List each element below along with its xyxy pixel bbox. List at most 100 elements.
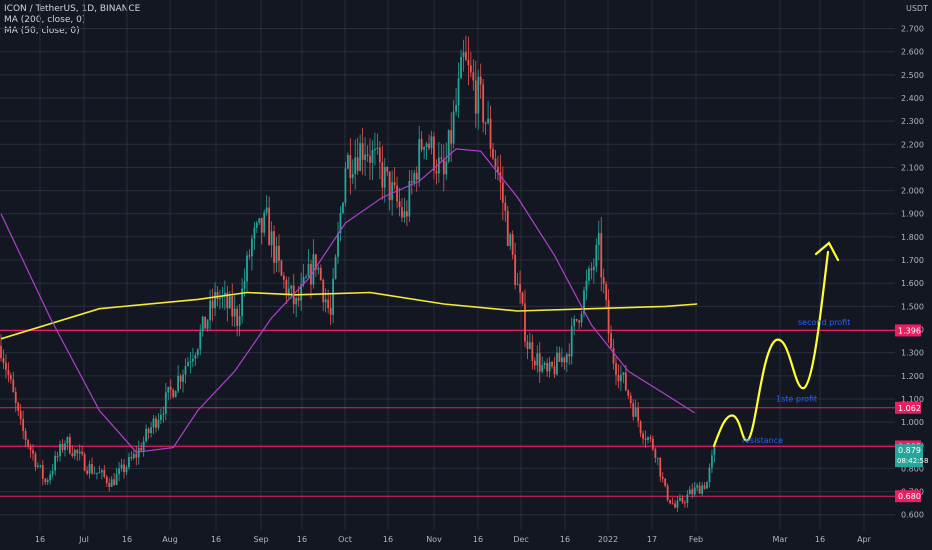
- candle-body: [174, 391, 177, 398]
- candle-body: [403, 211, 406, 218]
- candle-body: [73, 449, 76, 457]
- candle-body: [76, 449, 79, 454]
- candle-body: [597, 233, 600, 245]
- legend-ma50[interactable]: MA (50, close, 0): [4, 26, 80, 36]
- candle-body: [418, 139, 421, 180]
- candle-body: [246, 255, 248, 282]
- time-axis[interactable]: 16 Jul 16 Aug 16 Sep 16 Oct 16 Nov 16 Dec 16 2022 17 Fe…: [0, 530, 932, 550]
- x-tick-label: 16: [211, 535, 221, 544]
- candle-body: [238, 316, 241, 326]
- y-tick-label: 2.300: [901, 117, 924, 126]
- candle-body: [270, 231, 273, 246]
- price-axis[interactable]: USDT0.6000.7000.8000.9001.0001.1001.2001…: [895, 0, 932, 550]
- candle-body: [627, 390, 630, 396]
- candle-body: [223, 292, 226, 296]
- candle-body: [558, 352, 561, 362]
- candle-body: [450, 130, 453, 144]
- candle-body: [479, 76, 482, 85]
- candle-body: [553, 366, 556, 375]
- candle-body: [541, 365, 544, 372]
- candle-body: [78, 451, 81, 454]
- candle-body: [654, 449, 657, 458]
- y-tick-label: 2.500: [901, 71, 924, 80]
- candle-body: [169, 386, 172, 390]
- candle-body: [120, 464, 123, 469]
- candle-body: [211, 300, 214, 309]
- candle-body: [359, 143, 362, 171]
- candle-body: [423, 147, 426, 150]
- candle-body: [319, 267, 322, 280]
- candle-body: [371, 150, 374, 163]
- level-tag: [895, 401, 921, 414]
- candle-body: [388, 171, 391, 201]
- candle-body: [196, 349, 199, 356]
- candle-body: [573, 318, 576, 327]
- candle-body: [686, 494, 689, 503]
- candle-body: [88, 464, 91, 474]
- candle-body: [297, 297, 300, 301]
- candle-body: [142, 441, 145, 451]
- candle-body: [669, 499, 672, 504]
- candle-body: [366, 154, 369, 156]
- candle-body: [563, 357, 566, 363]
- candle-body: [172, 389, 175, 398]
- candle-body: [56, 455, 59, 457]
- candle-body: [696, 485, 699, 488]
- candle-body: [482, 84, 485, 123]
- candle-body: [536, 353, 539, 366]
- candle-body: [529, 342, 531, 349]
- candle-body: [595, 244, 598, 267]
- candle-body: [701, 485, 703, 494]
- candle-body: [167, 386, 170, 393]
- candle-body: [194, 355, 197, 359]
- y-tick-label: 1.300: [901, 349, 924, 358]
- annotation-label: 1ste profit: [776, 394, 817, 403]
- candle-body: [369, 155, 371, 163]
- candle-body: [199, 331, 202, 350]
- annotation-label: second profit: [798, 318, 850, 327]
- candle-body: [287, 288, 290, 296]
- candle-body: [219, 297, 221, 300]
- candle-body: [647, 437, 649, 440]
- x-tick-label: 16: [560, 535, 570, 544]
- candle-body: [314, 254, 317, 270]
- candle-body: [671, 503, 674, 505]
- x-tick-label: Aug: [162, 535, 178, 544]
- candle-body: [113, 479, 116, 485]
- x-tick-label: 16: [122, 535, 132, 544]
- candle-body: [578, 320, 580, 323]
- x-tick-label: 16: [297, 535, 307, 544]
- candle-body: [115, 474, 118, 485]
- candle-body: [501, 182, 504, 203]
- candle-body: [568, 354, 571, 357]
- candle-body: [9, 375, 12, 380]
- candle-body: [575, 318, 578, 321]
- candle-body: [19, 410, 22, 420]
- x-tick-label: Oct: [338, 535, 352, 544]
- candle-body: [452, 111, 455, 144]
- candle-body: [226, 292, 229, 309]
- candle-body: [420, 139, 423, 150]
- candle-body: [462, 52, 465, 57]
- candle-body: [228, 296, 231, 309]
- candles: [0, 35, 716, 512]
- candle-body: [265, 207, 268, 213]
- candle-body: [37, 465, 39, 467]
- candle-body: [592, 266, 595, 271]
- candle-body: [580, 313, 583, 323]
- candle-body: [607, 300, 610, 334]
- candle-body: [477, 76, 480, 114]
- legend-symbol[interactable]: ICON / TetherUS, 1D, BINANCE: [4, 4, 141, 14]
- candle-body: [489, 118, 492, 149]
- candle-body: [642, 433, 644, 439]
- candle-body: [588, 268, 590, 281]
- legend-ma200[interactable]: MA (200, close, 0): [4, 15, 86, 25]
- candle-body: [251, 238, 253, 257]
- candle-body: [132, 453, 135, 459]
- candle-body: [504, 202, 507, 211]
- candle-body: [652, 438, 654, 450]
- candle-body: [474, 80, 477, 114]
- candle-body: [679, 497, 681, 501]
- candle-body: [68, 437, 71, 454]
